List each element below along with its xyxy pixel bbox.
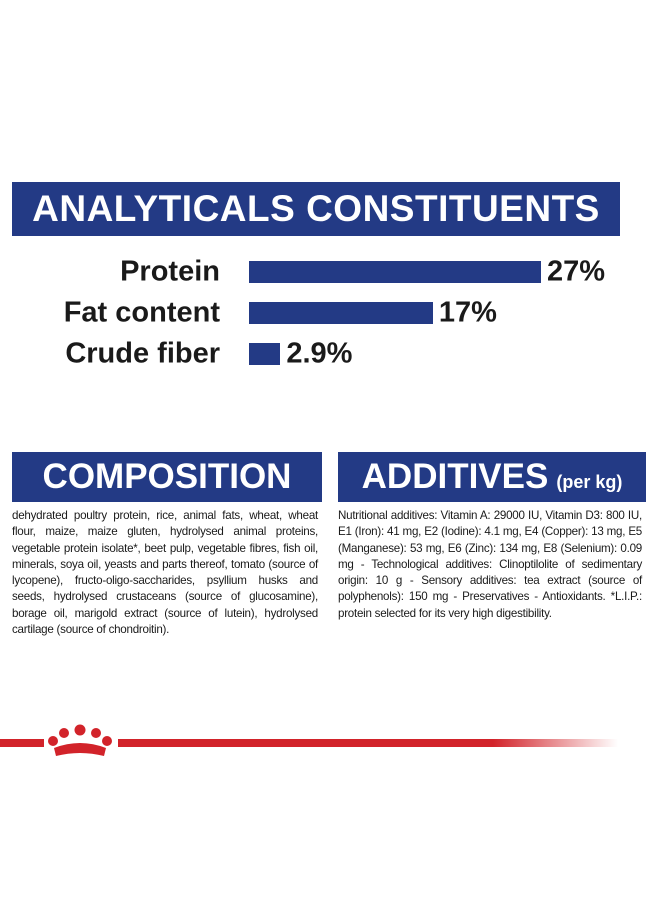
category-label: Protein — [120, 255, 220, 288]
red-line — [118, 739, 618, 747]
composition-text: dehydrated poultry protein, rice, animal… — [12, 509, 318, 637]
bar — [249, 343, 281, 365]
bar — [249, 261, 541, 283]
value-label: 2.9% — [286, 337, 353, 370]
footer-decoration — [0, 724, 618, 756]
value-label: 27% — [547, 255, 606, 288]
value-label: 17% — [438, 296, 497, 329]
category-label: Fat content — [63, 296, 220, 329]
category-label: Crude fiber — [65, 337, 220, 370]
crown-logo — [48, 724, 112, 756]
bar — [249, 302, 433, 324]
composition-header: COMPOSITION — [12, 452, 322, 502]
red-line — [0, 739, 44, 747]
additives-title: ADDITIVES — [361, 457, 549, 496]
section-header: ANALYTICALS CONSTITUENTS — [12, 182, 620, 236]
additives-text: Nutritional additives: Vitamin A: 29000 … — [338, 509, 642, 620]
additives-unit: (per kg) — [556, 471, 623, 492]
additives-header: ADDITIVES (per kg) — [338, 452, 646, 502]
